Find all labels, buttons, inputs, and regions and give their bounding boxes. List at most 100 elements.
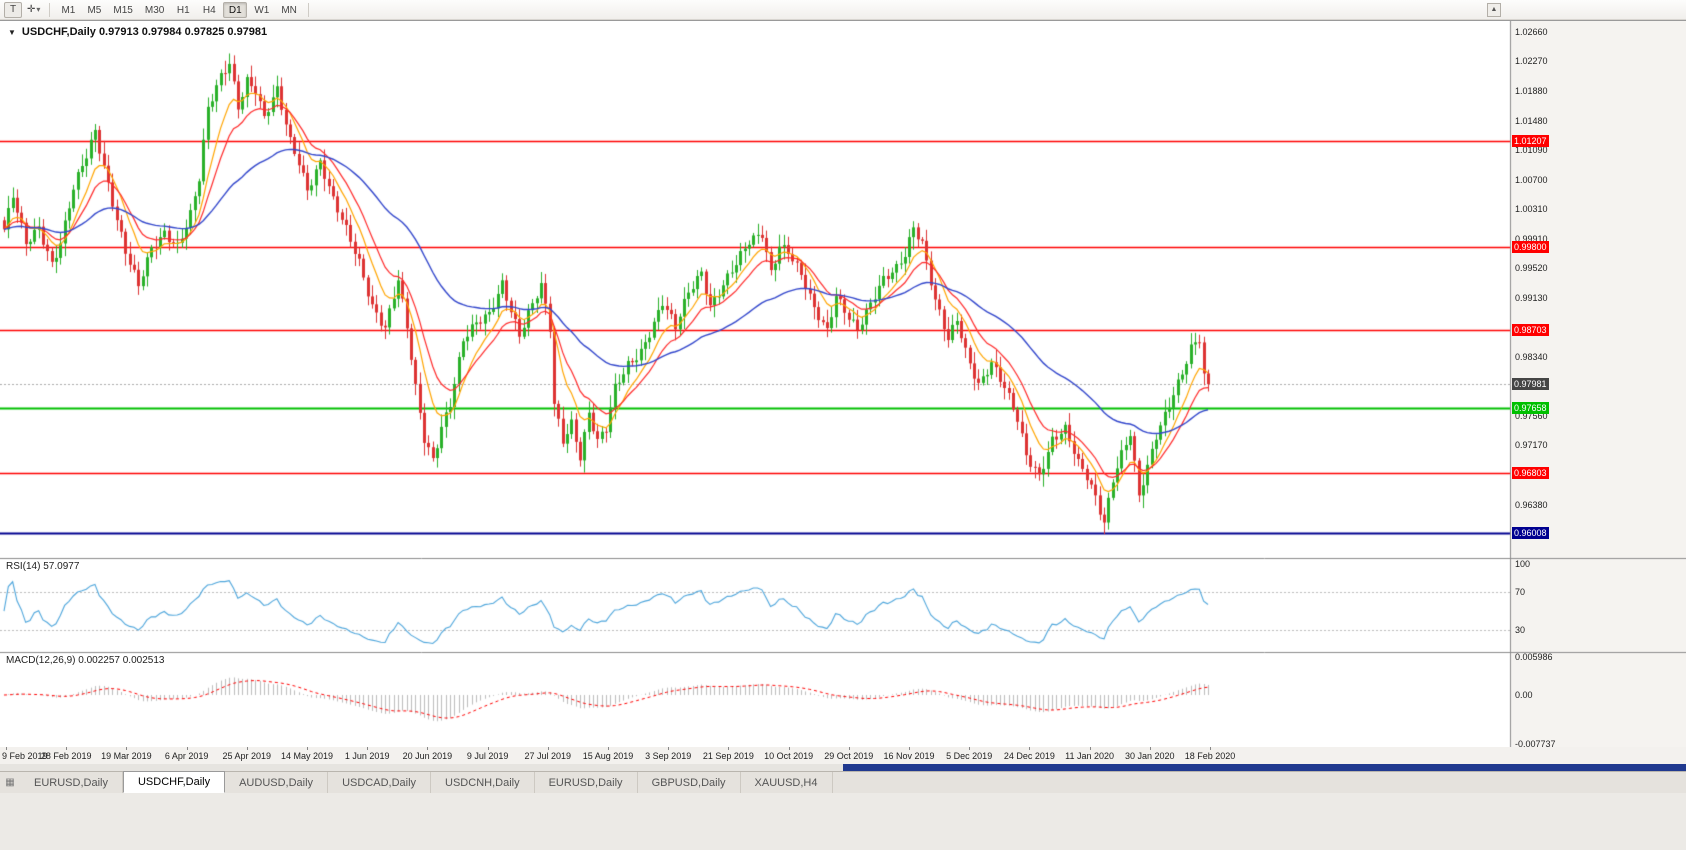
macd-axis-label: 0.005986 bbox=[1515, 651, 1553, 662]
chart-tab-eurusd-daily[interactable]: EURUSD,Daily bbox=[20, 772, 123, 793]
date-tick bbox=[1210, 747, 1211, 750]
price-axis-label: 0.99910 bbox=[1515, 233, 1548, 244]
date-label: 14 May 2019 bbox=[280, 751, 334, 761]
date-label: 9 Jul 2019 bbox=[466, 751, 509, 761]
collapse-icon[interactable]: ▼ bbox=[8, 27, 16, 37]
date-label: 9 Feb 2019 bbox=[2, 751, 48, 761]
date-tick bbox=[307, 747, 308, 750]
date-label: 25 Apr 2019 bbox=[222, 751, 272, 761]
chart-region: ▼ USDCHF,Daily 0.97913 0.97984 0.97825 0… bbox=[0, 20, 1686, 750]
tabs-container: EURUSD,Daily USDCHF,Daily AUDUSD,Daily USDC… bbox=[20, 771, 833, 793]
chevron-down-icon: ▾ bbox=[36, 4, 41, 14]
level-price-badge: 1.01207 bbox=[1512, 135, 1549, 148]
level-price-badge: 0.98703 bbox=[1512, 323, 1549, 336]
date-label: 10 Oct 2019 bbox=[764, 751, 814, 761]
date-label: 6 Apr 2019 bbox=[164, 751, 209, 761]
date-tick bbox=[547, 747, 549, 750]
date-tick bbox=[1149, 747, 1151, 750]
toolbar-separator bbox=[307, 2, 309, 17]
timeframe-button-h1[interactable]: H1 bbox=[176, 4, 190, 16]
date-tick bbox=[969, 747, 971, 750]
rsi-axis-label: 100 bbox=[1515, 559, 1531, 569]
chart-tab-usdchf-daily[interactable]: USDCHF,Daily bbox=[122, 771, 226, 793]
chart-hscrollbar[interactable] bbox=[0, 764, 1686, 771]
date-axis[interactable]: 9 Feb 2019 28 Feb 2019 19 Mar 2019 6 Apr 20… bbox=[0, 747, 1686, 764]
date-tick bbox=[487, 747, 489, 750]
crosshair-tool-button[interactable]: ✛▾ bbox=[24, 2, 43, 18]
chart-tab-usdcad-daily[interactable]: USDCAD,Daily bbox=[328, 772, 432, 793]
timeframe-button-m15[interactable]: M15 bbox=[113, 4, 133, 16]
chart-title: ▼ USDCHF,Daily 0.97913 0.97984 0.97825 0… bbox=[8, 26, 267, 38]
hscrollbar-thumb[interactable] bbox=[843, 764, 1686, 771]
date-label: 16 Nov 2019 bbox=[883, 751, 935, 761]
date-tick bbox=[186, 747, 188, 750]
date-label: 11 Jan 2020 bbox=[1065, 751, 1115, 761]
date-tick bbox=[668, 747, 670, 750]
price-axis[interactable]: 1.02660 1.02270 1.01880 1.01480 1.01090 1.007… bbox=[1510, 21, 1686, 750]
price-axis-label: 0.97170 bbox=[1515, 440, 1548, 451]
date-label: 21 Sep 2019 bbox=[702, 751, 754, 761]
rsi-axis-label: 30 bbox=[1515, 625, 1526, 635]
price-axis-label: 0.99130 bbox=[1515, 292, 1548, 303]
timeframe-button-d1[interactable]: D1 bbox=[223, 1, 248, 18]
macd-axis-label: 0.00 bbox=[1515, 690, 1533, 700]
pointer-tool-button[interactable]: T bbox=[4, 1, 22, 18]
price-axis-label: 1.01480 bbox=[1515, 115, 1548, 126]
date-label: 29 Oct 2019 bbox=[824, 751, 874, 761]
chart-tab-eurusd-daily[interactable]: EURUSD,Daily bbox=[535, 772, 638, 793]
price-axis-label: 1.01880 bbox=[1515, 85, 1548, 96]
level-price-badge: 0.97658 bbox=[1512, 402, 1549, 415]
price-axis-label: 1.00310 bbox=[1515, 203, 1548, 214]
date-tick bbox=[246, 747, 248, 750]
rsi-axis-label: 70 bbox=[1515, 587, 1526, 598]
tab-list-icon[interactable]: ▦ bbox=[5, 777, 15, 788]
crosshair-icon: ✛ bbox=[27, 3, 36, 15]
date-tick bbox=[66, 747, 68, 750]
timeframe-button-m30[interactable]: M30 bbox=[144, 4, 165, 16]
chart-tab-audusd-daily[interactable]: AUDUSD,Daily bbox=[225, 772, 329, 793]
date-label: 5 Dec 2019 bbox=[946, 751, 993, 761]
date-tick bbox=[608, 747, 609, 750]
price-axis-label: 0.96380 bbox=[1515, 499, 1548, 510]
chart-tab-xauusd-h4[interactable]: XAUUSD,H4 bbox=[741, 772, 833, 793]
price-axis-label: 0.97560 bbox=[1515, 410, 1548, 421]
date-tick bbox=[367, 747, 369, 750]
date-label: 15 Aug 2019 bbox=[582, 751, 634, 761]
date-tick bbox=[909, 747, 910, 750]
level-price-badge: 0.96803 bbox=[1512, 466, 1549, 479]
date-tick bbox=[427, 747, 429, 750]
top-toolbar: T ✛▾ M1 M5 M15 M30 H1 H4 D1 W1 MN ▲ bbox=[0, 0, 1686, 20]
chart-tab-usdcnh-daily[interactable]: USDCNH,Daily bbox=[431, 772, 535, 793]
date-label: 28 Feb 2019 bbox=[40, 751, 92, 761]
level-price-badge: 0.99800 bbox=[1512, 241, 1549, 254]
current-price-badge: 0.97981 bbox=[1512, 378, 1549, 391]
timeframe-button-m1[interactable]: M1 bbox=[61, 4, 76, 16]
timeframe-button-m5[interactable]: M5 bbox=[87, 4, 102, 16]
timeframe-button-w1[interactable]: W1 bbox=[254, 4, 270, 16]
timeframe-buttons: M1 M5 M15 M30 H1 H4 D1 W1 MN bbox=[55, 1, 302, 18]
price-chart-canvas[interactable] bbox=[0, 21, 1686, 748]
date-tick bbox=[126, 747, 128, 750]
price-axis-label: 1.00700 bbox=[1515, 174, 1548, 185]
date-tick bbox=[848, 747, 850, 750]
price-axis-label: 1.02270 bbox=[1515, 56, 1548, 67]
price-axis-label: 1.01090 bbox=[1515, 145, 1548, 156]
date-label: 20 Jun 2019 bbox=[402, 751, 453, 761]
date-label: 3 Sep 2019 bbox=[645, 751, 692, 761]
timeframe-button-h4[interactable]: H4 bbox=[202, 4, 216, 16]
status-bar bbox=[0, 793, 1686, 850]
scroll-up-button[interactable]: ▲ bbox=[1487, 3, 1501, 17]
date-tick bbox=[1029, 747, 1031, 750]
toolbar-separator bbox=[49, 2, 51, 17]
date-label: 24 Dec 2019 bbox=[1003, 751, 1055, 761]
chart-tab-bar: ▦ EURUSD,Daily USDCHF,Daily AUDUSD,Daily US… bbox=[0, 771, 1686, 793]
chart-tab-gbpusd-daily[interactable]: GBPUSD,Daily bbox=[638, 772, 741, 793]
date-label: 30 Jan 2020 bbox=[1125, 751, 1175, 761]
date-label: 19 Mar 2019 bbox=[101, 751, 152, 761]
date-label: 27 Jul 2019 bbox=[524, 751, 572, 761]
macd-axis-label: -0.007737 bbox=[1515, 739, 1556, 750]
price-axis-label: 0.99520 bbox=[1515, 263, 1548, 274]
date-label: 1 Jun 2019 bbox=[344, 751, 390, 761]
timeframe-button-mn[interactable]: MN bbox=[281, 4, 297, 16]
